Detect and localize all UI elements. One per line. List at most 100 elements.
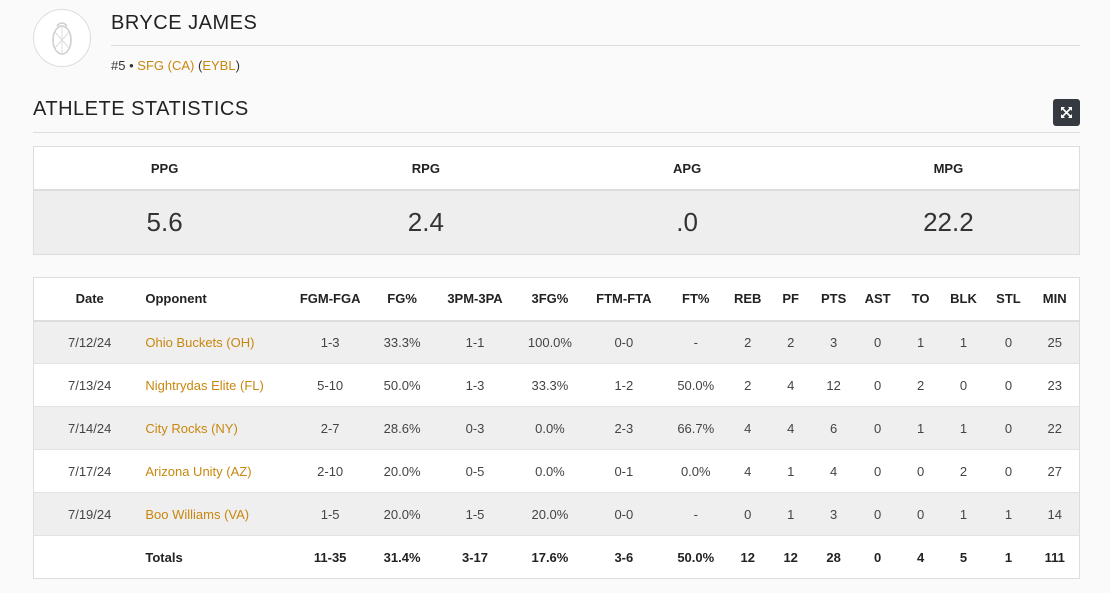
table-cell: 28.6% bbox=[371, 406, 434, 450]
stat-label-rpg: RPG bbox=[411, 160, 440, 176]
team-logo-icon bbox=[33, 9, 91, 67]
column-header-ft-[interactable]: FT% bbox=[664, 277, 727, 322]
opponent-link[interactable]: Nightrydas Elite (FL) bbox=[145, 363, 290, 407]
table-cell: 0 bbox=[986, 363, 1031, 407]
totals-label: Totals bbox=[145, 535, 290, 579]
meta-separator: • bbox=[129, 58, 134, 73]
table-cell: 0 bbox=[726, 492, 769, 536]
column-header-fgm-fga[interactable]: FGM-FGA bbox=[289, 277, 372, 322]
table-cell: 0-3 bbox=[433, 406, 517, 450]
table-cell: 3 bbox=[812, 492, 855, 536]
section-title: ATHLETE STATISTICS bbox=[33, 98, 249, 120]
divider bbox=[33, 132, 1080, 133]
totals-cell: 3-17 bbox=[433, 535, 517, 579]
table-row: 7/14/24 City Rocks (NY) 2-7 28.6% 0-3 0.0% 2-3… bbox=[33, 406, 1080, 450]
expand-icon bbox=[1061, 107, 1072, 118]
opponent-link[interactable]: Boo Williams (VA) bbox=[145, 492, 290, 536]
table-cell: 2 bbox=[726, 320, 769, 364]
table-cell: 0 bbox=[854, 492, 901, 536]
totals-cell: 50.0% bbox=[664, 535, 727, 579]
table-cell: 66.7% bbox=[664, 406, 727, 450]
column-header-3fg-[interactable]: 3FG% bbox=[516, 277, 583, 322]
table-cell: 1-2 bbox=[582, 363, 665, 407]
table-cell: 25 bbox=[1030, 320, 1080, 364]
table-cell: 0 bbox=[854, 449, 901, 493]
totals-row: Totals 11-35 31.4% 3-17 17.6% 3-6 50.0% 12 12 28 0… bbox=[33, 535, 1080, 579]
column-header-stl[interactable]: STL bbox=[986, 277, 1031, 322]
opponent-link[interactable]: City Rocks (NY) bbox=[145, 406, 290, 450]
table-cell: 0 bbox=[940, 363, 987, 407]
team-link[interactable]: SFG (CA) bbox=[137, 58, 195, 73]
table-cell: 1 bbox=[940, 492, 987, 536]
table-cell: 100.0% bbox=[516, 320, 583, 364]
table-cell: 50.0% bbox=[371, 363, 434, 407]
table-cell: 27 bbox=[1030, 449, 1080, 493]
column-header-min[interactable]: MIN bbox=[1030, 277, 1080, 322]
opponent-link[interactable]: Ohio Buckets (OH) bbox=[145, 320, 290, 364]
table-cell: 2-7 bbox=[289, 406, 372, 450]
table-cell: 0 bbox=[900, 492, 941, 536]
column-header-ftm-fta[interactable]: FTM-FTA bbox=[582, 277, 665, 322]
table-cell: 1 bbox=[768, 492, 813, 536]
table-cell: - bbox=[664, 492, 727, 536]
table-cell: 4 bbox=[812, 449, 855, 493]
table-cell: 12 bbox=[812, 363, 855, 407]
table-cell: 0-5 bbox=[433, 449, 517, 493]
table-cell: 33.3% bbox=[516, 363, 583, 407]
totals-cell: 0 bbox=[854, 535, 901, 579]
opponent-link[interactable]: Arizona Unity (AZ) bbox=[145, 449, 290, 493]
totals-cell: 5 bbox=[940, 535, 987, 579]
stat-value-mpg: 22.2 bbox=[923, 207, 974, 237]
table-row: 7/19/24 Boo Williams (VA) 1-5 20.0% 1-5 20.0%… bbox=[33, 492, 1080, 536]
table-cell: 1-1 bbox=[433, 320, 517, 364]
table-cell: 0-0 bbox=[582, 492, 665, 536]
table-cell: 1 bbox=[900, 320, 941, 364]
stat-label-mpg: MPG bbox=[933, 160, 964, 176]
totals-cell: 1 bbox=[986, 535, 1031, 579]
expand-button[interactable] bbox=[1053, 99, 1080, 126]
column-header-to[interactable]: TO bbox=[900, 277, 941, 322]
table-cell: 0.0% bbox=[516, 406, 583, 450]
table-cell: 33.3% bbox=[371, 320, 434, 364]
table-row: 7/17/24 Arizona Unity (AZ) 2-10 20.0% 0-5 0.0… bbox=[33, 449, 1080, 493]
table-cell: 0 bbox=[900, 449, 941, 493]
column-header-fg-[interactable]: FG% bbox=[371, 277, 434, 322]
game-log-table: Date Opponent FGM-FGA FG% 3PM-3PA 3FG% FTM-FTA… bbox=[33, 277, 1080, 579]
column-header-ast[interactable]: AST bbox=[854, 277, 901, 322]
table-cell: 23 bbox=[1030, 363, 1080, 407]
totals-cell: 3-6 bbox=[582, 535, 665, 579]
column-header-blk[interactable]: BLK bbox=[940, 277, 987, 322]
athlete-name: BRYCE JAMES bbox=[111, 12, 258, 34]
table-cell: 0.0% bbox=[664, 449, 727, 493]
totals-cell bbox=[33, 535, 146, 579]
table-cell: 4 bbox=[768, 406, 813, 450]
summary-stats: PPG RPG APG MPG 5.6 2.4 .0 22.2 bbox=[33, 146, 1080, 255]
stat-value-ppg: 5.6 bbox=[146, 207, 183, 237]
jersey-number: #5 bbox=[111, 58, 126, 73]
table-cell: 2 bbox=[900, 363, 941, 407]
column-header-3pm-3pa[interactable]: 3PM-3PA bbox=[433, 277, 517, 322]
table-cell: 5-10 bbox=[289, 363, 372, 407]
table-cell: 0-1 bbox=[582, 449, 665, 493]
table-cell: 6 bbox=[812, 406, 855, 450]
column-header-date[interactable]: Date bbox=[33, 277, 146, 322]
table-cell: 20.0% bbox=[371, 492, 434, 536]
column-header-pts[interactable]: PTS bbox=[812, 277, 855, 322]
table-cell: 1-5 bbox=[289, 492, 372, 536]
table-cell: 20.0% bbox=[516, 492, 583, 536]
totals-cell: 31.4% bbox=[371, 535, 434, 579]
totals-cell: 4 bbox=[900, 535, 941, 579]
column-header-reb[interactable]: REB bbox=[726, 277, 769, 322]
totals-cell: 111 bbox=[1030, 535, 1080, 579]
stat-value-rpg: 2.4 bbox=[407, 207, 444, 237]
column-header-opponent[interactable]: Opponent bbox=[145, 277, 290, 322]
stat-label-apg: APG bbox=[673, 160, 702, 176]
league-link[interactable]: EYBL bbox=[202, 58, 236, 73]
totals-cell: 28 bbox=[812, 535, 855, 579]
table-cell: 50.0% bbox=[664, 363, 727, 407]
table-header-row: Date Opponent FGM-FGA FG% 3PM-3PA 3FG% FTM-FTA… bbox=[33, 277, 1080, 322]
table-cell: 0 bbox=[986, 449, 1031, 493]
totals-cell: 11-35 bbox=[289, 535, 372, 579]
column-header-pf[interactable]: PF bbox=[768, 277, 813, 322]
table-cell: 0 bbox=[854, 363, 901, 407]
